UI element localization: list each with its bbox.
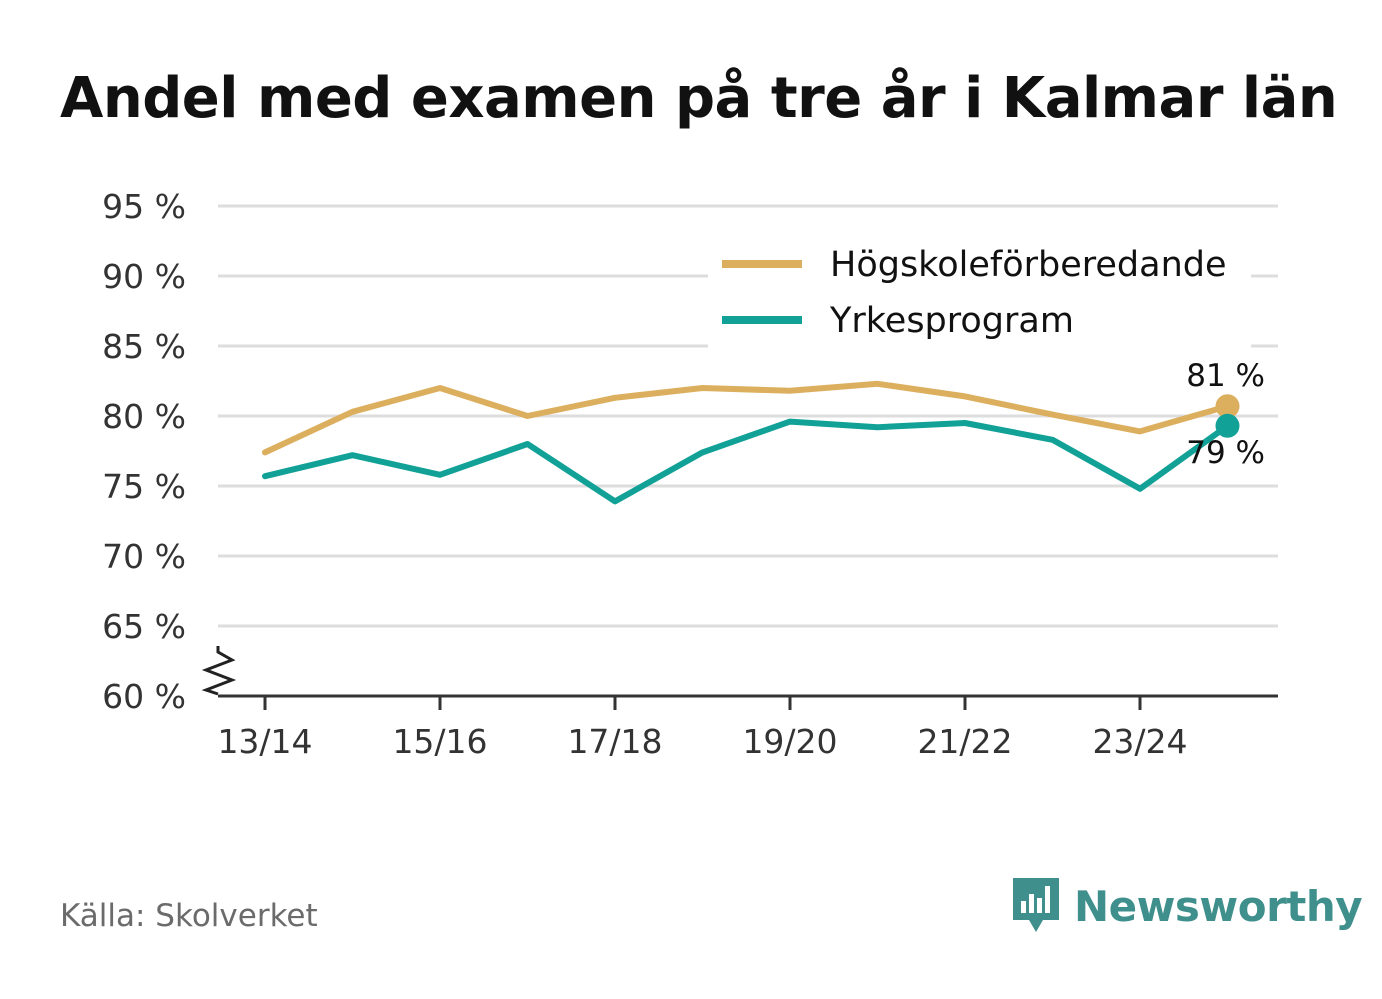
y-tick-label: 65 % <box>102 607 186 646</box>
series-line-1 <box>262 418 1231 505</box>
legend-background <box>708 236 1251 348</box>
y-tick-label: 75 % <box>102 467 186 506</box>
x-tick-label: 21/22 <box>917 722 1012 761</box>
x-tick-label: 15/16 <box>392 722 487 761</box>
y-axis-ticks: 60 % 65 % 70 % 75 % 80 % 85 % 90 % 95 % <box>102 187 186 716</box>
line-chart: 60 % 65 % 70 % 75 % 80 % 85 % 90 % 95 % 13/14 15… <box>102 187 1278 761</box>
x-tick-label: 17/18 <box>567 722 662 761</box>
y-tick-label: 80 % <box>102 397 186 436</box>
series-line-0 <box>262 380 1231 456</box>
brand-logo: Newsworthy <box>1010 876 1363 936</box>
chart-title: Andel med examen på tre år i Kalmar län <box>60 66 1338 131</box>
series-endpoint-1 <box>1215 413 1240 438</box>
x-tick-label: 19/20 <box>742 722 837 761</box>
end-label-0: 81 % <box>1186 358 1265 394</box>
legend: Högskoleförberedande Yrkesprogram <box>708 236 1251 348</box>
axis-break-mark <box>201 646 237 696</box>
source-note: Källa: Skolverket <box>60 898 318 934</box>
y-tick-label: 95 % <box>102 187 186 226</box>
y-tick-label: 85 % <box>102 327 186 366</box>
end-label-1: 79 % <box>1186 435 1265 471</box>
y-tick-label: 60 % <box>102 677 186 716</box>
series-endpoint-0 <box>1215 394 1240 419</box>
y-tick-label: 70 % <box>102 537 186 576</box>
x-tick-label: 13/14 <box>217 722 312 761</box>
legend-label-0: Högskoleförberedande <box>830 245 1227 285</box>
y-tick-label: 90 % <box>102 257 186 296</box>
brand-name: Newsworthy <box>1074 881 1363 931</box>
x-tick-label: 23/24 <box>1092 722 1187 761</box>
series-lines <box>262 380 1240 505</box>
x-axis: 13/14 15/16 17/18 19/20 21/22 23/24 <box>201 646 1278 761</box>
end-labels: 81 % 79 % <box>1186 358 1265 471</box>
newsworthy-logo-icon <box>1013 878 1059 932</box>
legend-label-1: Yrkesprogram <box>829 301 1074 341</box>
